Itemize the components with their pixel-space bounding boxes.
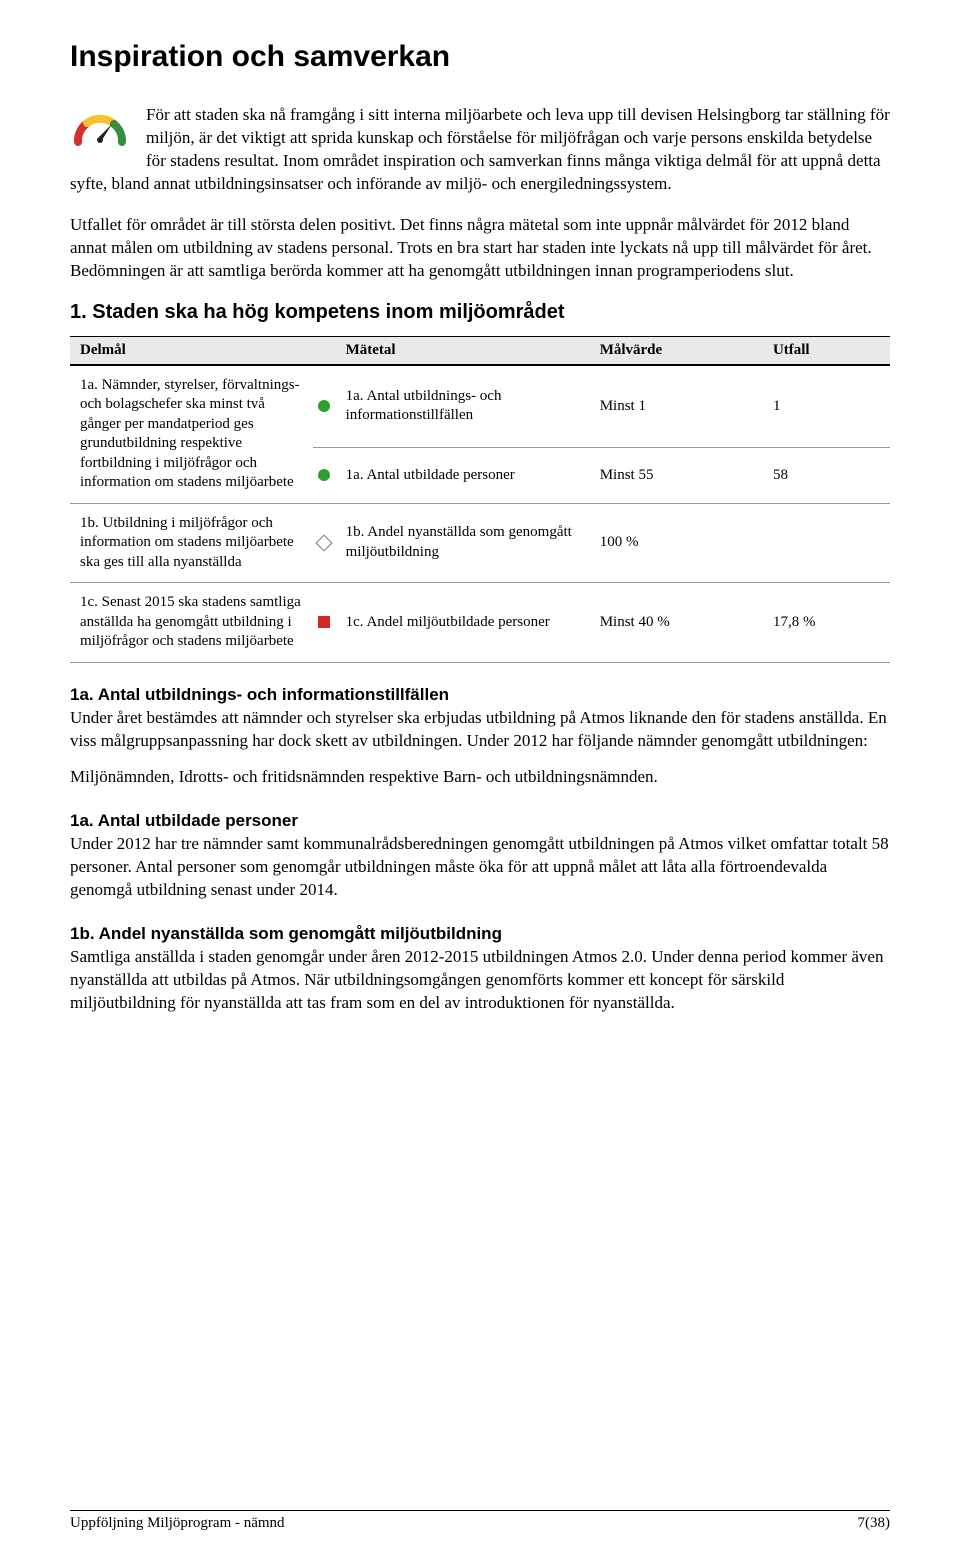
body-text: Samtliga anställda i staden genomgår und… bbox=[70, 946, 890, 1015]
delmal-cell: 1c. Senast 2015 ska stadens samtliga ans… bbox=[70, 583, 313, 663]
body-text: Under 2012 har tre nämnder samt kommunal… bbox=[70, 833, 890, 902]
indicator-cell bbox=[313, 365, 336, 448]
utfall-cell: 58 bbox=[763, 448, 890, 504]
body-text: Miljönämnden, Idrotts- och fritidsnämnde… bbox=[70, 766, 890, 789]
status-square-red-icon bbox=[318, 616, 330, 628]
gauge-icon bbox=[70, 108, 130, 152]
footer-left: Uppföljning Miljöprogram - nämnd bbox=[70, 1515, 285, 1532]
th-delmal: Delmål bbox=[70, 336, 336, 365]
section-heading: 1. Staden ska ha hög kompetens inom milj… bbox=[70, 301, 890, 324]
matetal-cell: 1a. Antal utbildnings- och informationst… bbox=[336, 365, 590, 448]
page: Inspiration och samverkan För att staden… bbox=[0, 0, 960, 1554]
matetal-cell: 1b. Andel nyanställda som genomgått milj… bbox=[336, 503, 590, 583]
body-text: Under året bestämdes att nämnder och sty… bbox=[70, 707, 890, 753]
utfall-cell: 17,8 % bbox=[763, 583, 890, 663]
sub-heading-1a-tillfallen: 1a. Antal utbildnings- och informationst… bbox=[70, 685, 890, 705]
sub-heading-1a-personer: 1a. Antal utbildade personer bbox=[70, 811, 890, 831]
page-title: Inspiration och samverkan bbox=[70, 40, 890, 74]
th-utfall: Utfall bbox=[763, 336, 890, 365]
indicator-cell bbox=[313, 503, 336, 583]
page-footer: Uppföljning Miljöprogram - nämnd 7(38) bbox=[70, 1510, 890, 1532]
utfall-cell: 1 bbox=[763, 365, 890, 448]
goals-table: Delmål Mätetal Målvärde Utfall 1a. Nämnd… bbox=[70, 336, 890, 663]
malvarde-cell: Minst 40 % bbox=[590, 583, 763, 663]
indicator-cell bbox=[313, 448, 336, 504]
indicator-cell bbox=[313, 583, 336, 663]
th-matetal: Mätetal bbox=[336, 336, 590, 365]
matetal-cell: 1c. Andel miljöutbildade personer bbox=[336, 583, 590, 663]
sub-heading-1b: 1b. Andel nyanställda som genomgått milj… bbox=[70, 924, 890, 944]
intro-text-2: Utfallet för området är till största del… bbox=[70, 214, 890, 283]
malvarde-cell: Minst 55 bbox=[590, 448, 763, 504]
th-malvarde: Målvärde bbox=[590, 336, 763, 365]
footer-right: 7(38) bbox=[858, 1515, 891, 1532]
status-dot-green-icon bbox=[318, 469, 330, 481]
delmal-cell: 1b. Utbildning i miljöfrågor och informa… bbox=[70, 503, 313, 583]
intro-text: För att staden ska nå framgång i sitt in… bbox=[70, 105, 890, 193]
malvarde-cell: Minst 1 bbox=[590, 365, 763, 448]
status-diamond-icon bbox=[316, 534, 333, 551]
matetal-cell: 1a. Antal utbildade personer bbox=[336, 448, 590, 504]
delmal-cell: 1a. Nämnder, styrelser, förvaltnings- oc… bbox=[70, 365, 313, 504]
utfall-cell bbox=[763, 503, 890, 583]
status-dot-green-icon bbox=[318, 400, 330, 412]
intro-block: För att staden ska nå framgång i sitt in… bbox=[70, 104, 890, 196]
malvarde-cell: 100 % bbox=[590, 503, 763, 583]
